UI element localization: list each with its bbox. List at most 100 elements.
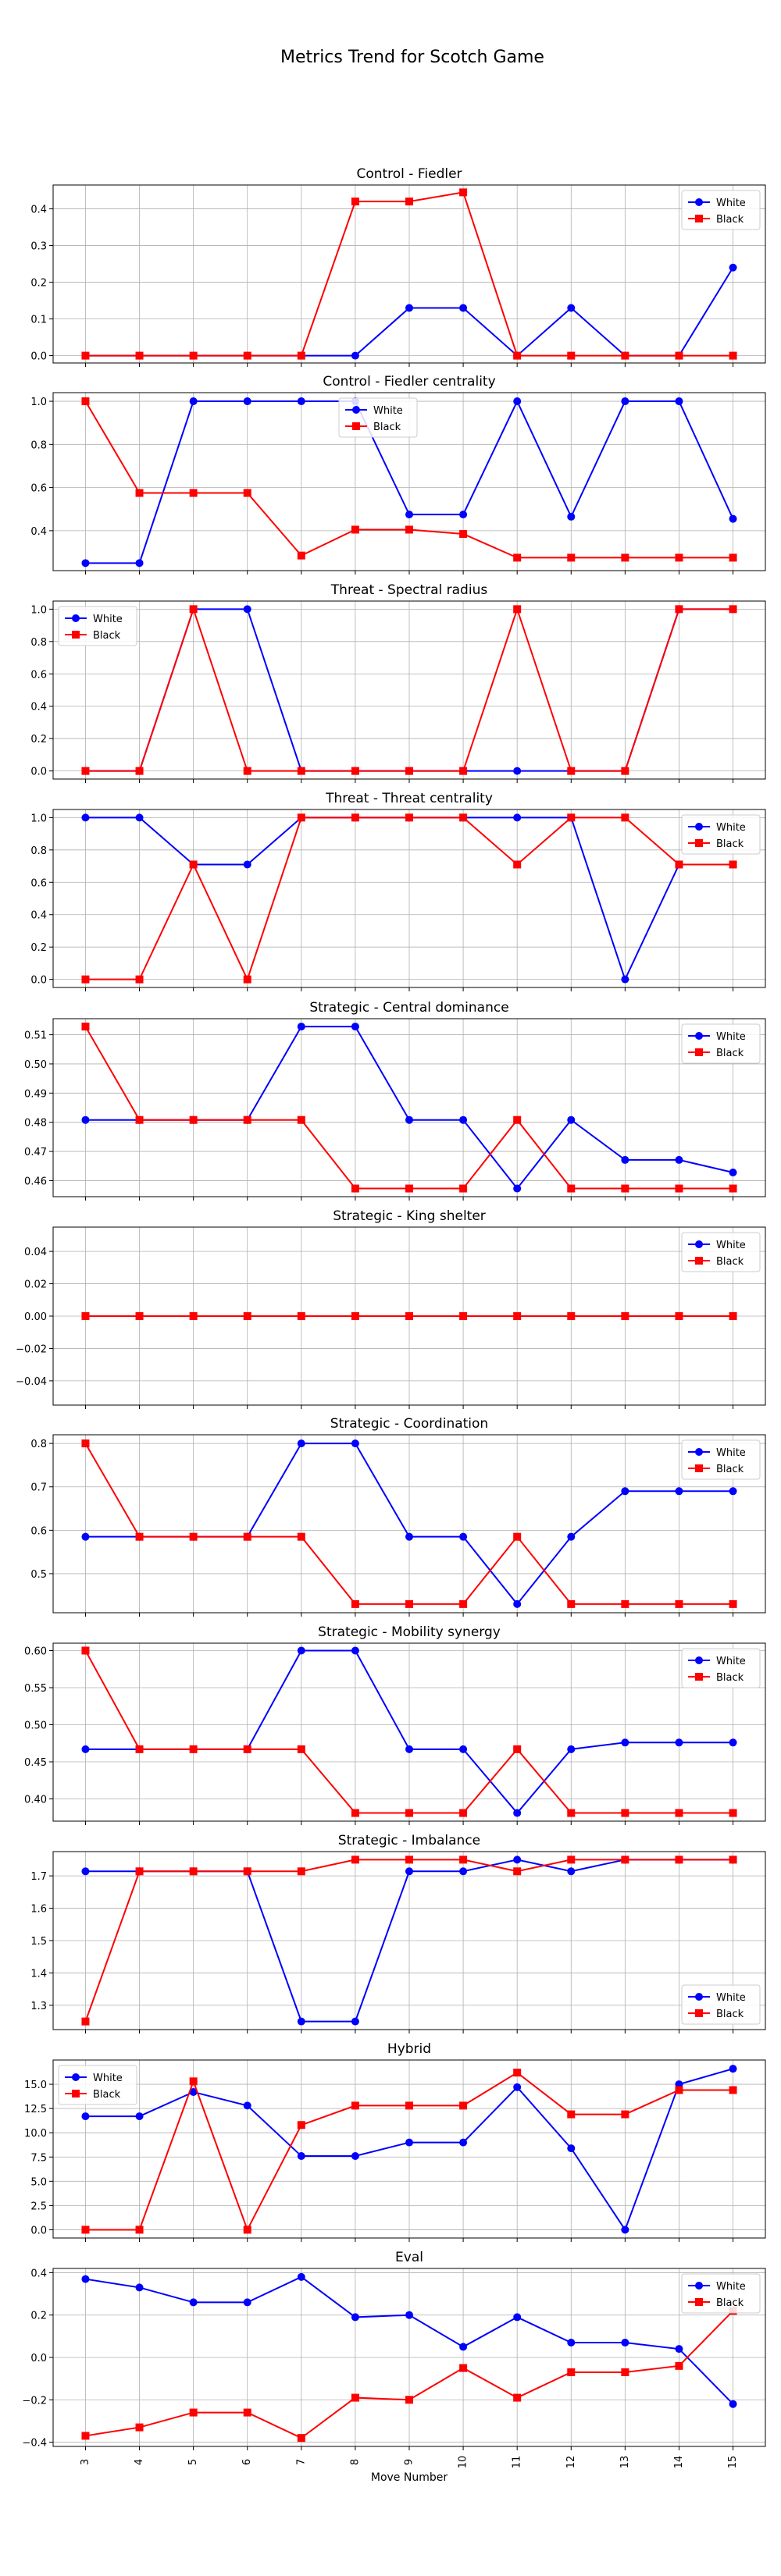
data-point	[729, 1312, 737, 1320]
y-tick-label: 0.8	[30, 845, 47, 857]
data-point	[621, 767, 629, 775]
data-point	[513, 2083, 522, 2091]
y-tick-label: 0.6	[30, 483, 47, 495]
data-point	[513, 2069, 522, 2077]
data-point	[81, 1023, 90, 1031]
data-point	[189, 2408, 198, 2417]
legend-label: White	[716, 2281, 746, 2293]
data-point	[621, 1738, 629, 1747]
data-point	[621, 1599, 629, 1608]
data-point	[621, 2368, 629, 2376]
data-point	[297, 1532, 305, 1541]
data-point	[243, 767, 251, 775]
data-point	[675, 1856, 683, 1864]
y-tick-label: 1.6	[30, 1904, 47, 1916]
data-point	[459, 1599, 468, 1608]
legend-label: White	[373, 405, 403, 417]
data-point	[297, 767, 305, 775]
data-point	[189, 1532, 198, 1541]
y-tick-label: 0.2	[30, 942, 47, 954]
legend: White Black	[681, 1232, 761, 1272]
y-tick-label: 0.45	[24, 1757, 47, 1769]
chart-panel: Strategic - King shelter −0.04 −0.02 0.00 0.…	[16, 1208, 766, 1409]
y-tick-label: 0.6	[30, 669, 47, 681]
data-point	[621, 1312, 629, 1320]
data-point	[567, 1745, 576, 1753]
data-point	[405, 304, 413, 312]
data-point	[459, 511, 468, 519]
data-point	[243, 1312, 251, 1320]
chart-title: Control - Fiedler centrality	[323, 374, 495, 390]
data-point	[351, 1023, 359, 1031]
legend: White Black	[681, 1439, 761, 1480]
data-point	[567, 1809, 576, 1817]
chart-panel: Strategic - Mobility synergy 0.40 0.45 0.50…	[24, 1624, 766, 1825]
axes-frame	[52, 1226, 766, 1406]
data-point	[621, 553, 629, 562]
data-point	[243, 397, 251, 406]
y-tick-label: 0.48	[24, 1118, 47, 1130]
data-point	[459, 1532, 468, 1541]
legend-marker	[695, 1048, 703, 1056]
data-point	[675, 1155, 683, 1164]
data-point	[405, 2101, 413, 2110]
y-tick-label: −0.02	[16, 1343, 47, 1355]
data-point	[243, 1745, 251, 1753]
chart-title: Threat - Threat centrality	[325, 791, 493, 806]
chart-panel: Strategic - Coordination 0.5 0.6 0.7 0.8 Whit…	[30, 1416, 766, 1617]
chart-panel: Strategic - Imbalance 1.3 1.4 1.5 1.6 1.7 Whit…	[30, 1833, 766, 2033]
y-tick-label: 0.4	[30, 910, 47, 922]
data-point	[567, 1867, 576, 1876]
y-tick-label: 0.50	[24, 1720, 47, 1732]
legend-label: Black	[716, 214, 744, 226]
y-tick-label: 0.02	[24, 1279, 47, 1291]
legend-label: White	[716, 1992, 746, 2004]
legend-label: Black	[716, 1464, 744, 1475]
data-point	[621, 2339, 629, 2347]
data-point	[135, 2226, 144, 2234]
data-point	[297, 1115, 305, 1124]
data-point	[567, 1599, 576, 1608]
y-tick-label: 0.0	[30, 351, 47, 363]
legend-label: Black	[716, 838, 744, 850]
data-point	[621, 1155, 629, 1164]
legend-label: White	[93, 614, 123, 625]
chart-panel: Threat - Spectral radius 0.0 0.2 0.4 0.6 0.8 1…	[30, 582, 766, 783]
y-tick-label: 0.6	[30, 877, 47, 889]
legend-label: White	[716, 822, 746, 834]
data-point	[621, 813, 629, 822]
y-tick-label: −0.4	[22, 2438, 47, 2450]
legend: White Black	[681, 2273, 761, 2314]
y-tick-label: 0.51	[24, 1030, 47, 1042]
axes-frame	[52, 809, 766, 988]
axes-frame	[52, 2268, 766, 2447]
data-point	[513, 2393, 522, 2402]
data-point	[81, 1115, 90, 1124]
x-tick-label: 5	[187, 2459, 199, 2465]
data-point	[297, 2434, 305, 2443]
axes-frame	[52, 1018, 766, 1197]
legend-label: Black	[93, 630, 121, 642]
data-point	[675, 1599, 683, 1608]
data-point	[243, 975, 251, 984]
data-point	[729, 1184, 737, 1193]
y-tick-label: 0.4	[30, 702, 47, 713]
axes-frame	[52, 184, 766, 364]
data-point	[351, 2017, 359, 2026]
data-point	[189, 860, 198, 869]
legend-label: Black	[716, 2297, 744, 2309]
data-point	[351, 525, 359, 534]
x-tick-label: 6	[241, 2459, 253, 2465]
chart-title: Strategic - Coordination	[330, 1416, 488, 1432]
data-point	[513, 860, 522, 869]
data-point	[189, 605, 198, 614]
y-tick-label: 0.2	[30, 2311, 47, 2322]
chart-title: Threat - Spectral radius	[330, 582, 488, 598]
data-point	[135, 2423, 144, 2432]
figure-title: Metrics Trend for Scotch Game	[280, 48, 544, 67]
y-tick-label: 1.0	[30, 397, 47, 408]
data-point	[567, 2110, 576, 2119]
data-point	[189, 351, 198, 360]
data-point	[189, 2298, 198, 2307]
